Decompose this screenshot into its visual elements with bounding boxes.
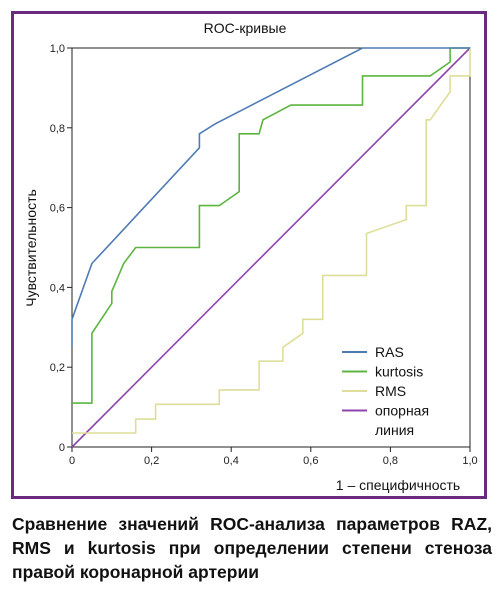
x-axis-title: 1 – специфичность — [336, 477, 460, 493]
x-tick-label: 0 — [69, 455, 75, 467]
y-axis-title: Чувствительность — [23, 189, 39, 307]
legend-label: опорная — [375, 403, 429, 419]
legend-label: kurtosis — [375, 364, 423, 380]
plot-border — [71, 47, 471, 448]
legend-label: линия — [375, 422, 414, 438]
legend-label: RAS — [375, 344, 404, 360]
series-line-опорная-линия — [71, 47, 471, 448]
plot-area: 0 0,2 0,4 0,6 0,8 1,0 0 0,2 0,4 0,6 0,8 1,0 — [50, 43, 478, 467]
legend: RAS kurtosis RMS опорная линия — [342, 344, 429, 438]
series-line-ras — [71, 47, 470, 348]
legend-label: RMS — [375, 383, 406, 399]
x-tick-label: 0,2 — [144, 455, 159, 467]
chart-frame — [11, 11, 487, 499]
y-tick-label: 0,6 — [50, 203, 65, 215]
x-tick-label: 1,0 — [462, 455, 477, 467]
x-tick-label: 0,8 — [383, 455, 398, 467]
y-tick-label: 0,4 — [50, 282, 65, 294]
series-line-kurtosis — [72, 47, 470, 404]
x-tick-label: 0,4 — [224, 455, 239, 467]
y-tick-label: 0,2 — [50, 362, 65, 374]
y-tick-label: 1,0 — [50, 43, 65, 55]
y-tick-label: 0,8 — [50, 123, 65, 135]
roc-chart: ROC-кривые 0 0,2 0,4 0,6 0,8 1,0 0 0,2 0,4 0,6 0,8… — [23, 20, 478, 493]
y-tick-label: 0 — [59, 442, 65, 454]
series-line-rms — [72, 48, 471, 434]
chart-title: ROC-кривые — [204, 20, 287, 36]
x-tick-label: 0,6 — [303, 455, 318, 467]
figure-caption: Сравнение значений ROC-анализа параметро… — [12, 514, 492, 582]
